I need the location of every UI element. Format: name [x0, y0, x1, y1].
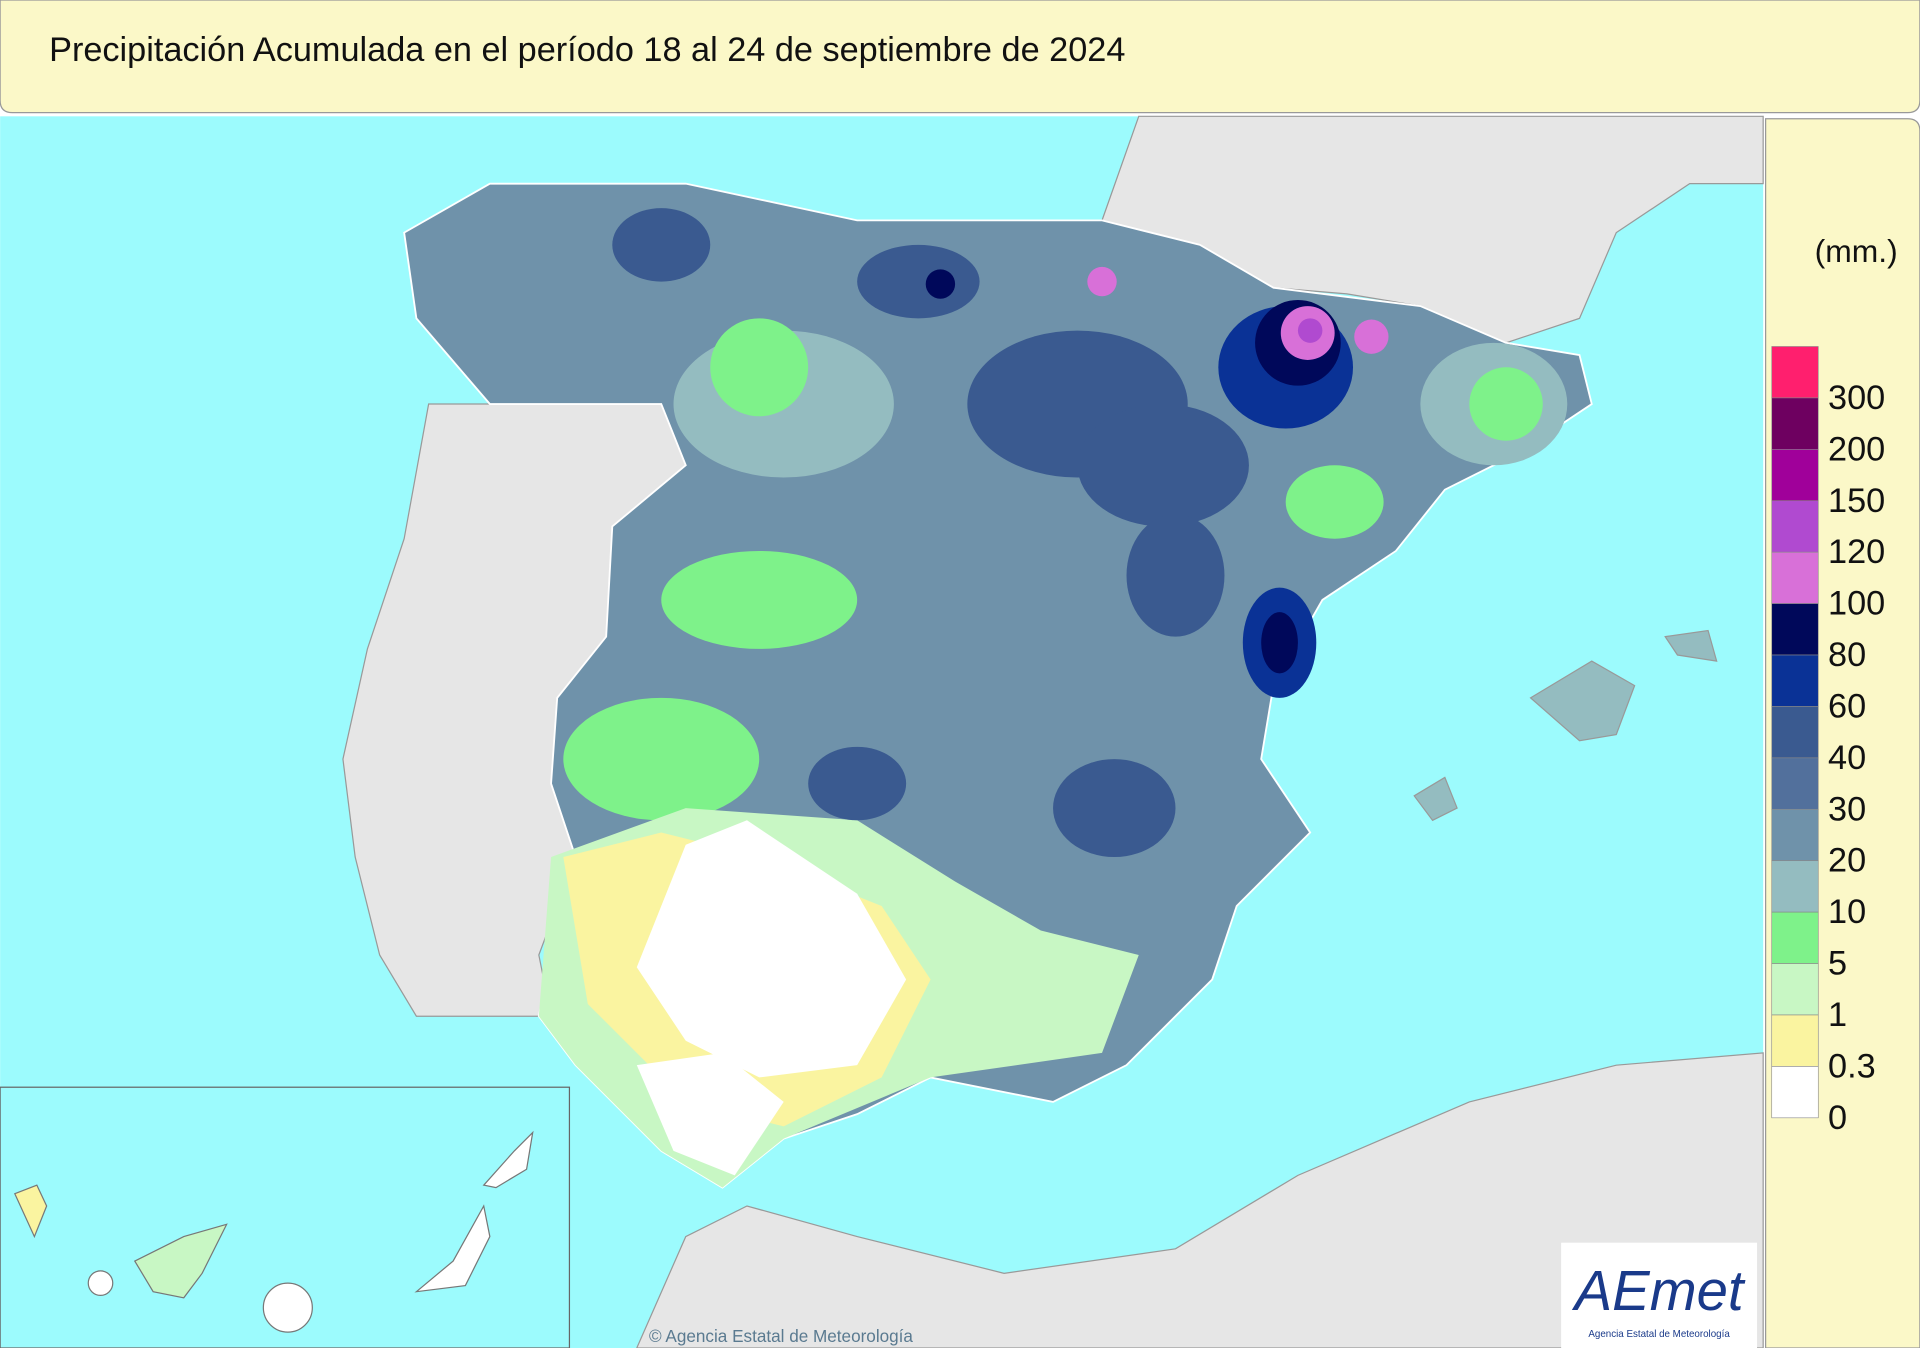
island [13, 1184, 48, 1239]
legend-swatch [1771, 757, 1819, 810]
area [563, 697, 760, 821]
area [857, 244, 980, 319]
legend-label: 150 [1828, 482, 1885, 520]
legend-swatch [1771, 397, 1819, 450]
legend-label: 30 [1828, 790, 1866, 828]
legend: 300 200 150 120 100 80 60 40 30 20 10 5 1 0.3 0 [1771, 346, 1885, 1137]
legend-swatch [1771, 1066, 1819, 1119]
area [636, 820, 907, 1078]
area [1469, 367, 1543, 441]
legend-swatch [1771, 911, 1819, 964]
area [808, 746, 907, 821]
area [612, 208, 711, 282]
logo-subtitle: Agencia Estatal de Meteorología [1588, 1329, 1730, 1340]
legend-label: 10 [1828, 893, 1866, 931]
logo-box [1561, 1242, 1758, 1348]
legend-swatch [1771, 706, 1819, 759]
legend-swatch [1771, 500, 1819, 553]
credit: © Agencia Estatal de Meteorología [649, 1326, 913, 1346]
legend-label: 120 [1828, 533, 1885, 571]
legend-label: 5 [1828, 945, 1847, 983]
legend-label: 100 [1828, 585, 1885, 623]
legend-label: 40 [1828, 739, 1866, 777]
area [1077, 404, 1249, 527]
legend-swatch [1771, 1014, 1819, 1067]
island [87, 1270, 114, 1296]
precipitation-areas [538, 208, 1568, 1188]
island [414, 1204, 491, 1293]
legend-label: 0.3 [1828, 1047, 1876, 1085]
legend-swatch [1771, 346, 1819, 399]
menorca [1664, 629, 1718, 662]
logo: AEmet [1572, 1259, 1746, 1322]
legend-label: 20 [1828, 842, 1866, 880]
area [1297, 318, 1323, 343]
legend-label: 200 [1828, 430, 1885, 468]
island [133, 1223, 228, 1299]
area [636, 1052, 784, 1176]
africa [636, 1052, 1764, 1348]
legend-label: 1 [1828, 996, 1847, 1034]
legend-swatch [1771, 654, 1819, 707]
legend-swatch [1771, 551, 1819, 604]
area [1261, 612, 1298, 674]
area [1285, 465, 1384, 539]
legend-swatch [1771, 860, 1819, 913]
legend-label: 80 [1828, 636, 1866, 674]
ibiza [1413, 776, 1458, 822]
legend-swatch [1771, 449, 1819, 502]
legend-unit: (mm.) [1815, 233, 1898, 269]
area [925, 269, 956, 299]
area [1126, 514, 1225, 637]
island [482, 1130, 534, 1189]
legend-swatch [1771, 603, 1819, 656]
area [710, 318, 809, 417]
legend-label: 60 [1828, 687, 1866, 725]
legend-label: 300 [1828, 379, 1885, 417]
area [1053, 759, 1176, 858]
title: Precipitación Acumulada en el período 18… [49, 31, 1125, 69]
legend-label: 0 [1828, 1099, 1847, 1137]
island [262, 1282, 313, 1333]
area [661, 550, 858, 649]
mallorca [1529, 660, 1636, 742]
legend-swatch [1771, 963, 1819, 1016]
area [1087, 266, 1117, 297]
area [1354, 319, 1389, 354]
legend-swatch [1771, 808, 1819, 862]
